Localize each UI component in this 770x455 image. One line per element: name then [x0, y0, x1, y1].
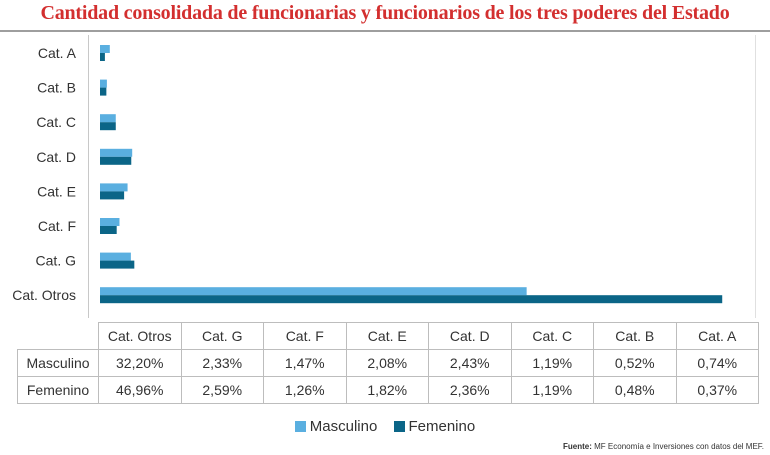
source-note: Fuente: MF Economía e Inversiones con da…: [563, 442, 764, 451]
table-header-cell: Cat. D: [428, 322, 512, 350]
legend-swatch-masculino: [294, 421, 306, 432]
table-cell: 1,82%: [345, 376, 429, 404]
row-label-masculino: Masculino: [17, 349, 99, 377]
row-label-femenino: Femenino: [17, 376, 99, 404]
bar-femenino: [100, 260, 135, 269]
bar-masculino: [100, 45, 110, 53]
bar-femenino: [100, 122, 116, 131]
legend-label-masculino: Masculino: [309, 418, 378, 435]
bar-masculino: [100, 79, 107, 88]
category-label: Cat. C: [36, 114, 76, 130]
category-label: Cat. G: [36, 253, 76, 269]
table-header-row: Cat. Otros Cat. G Cat. F Cat. E Cat. D C…: [17, 322, 759, 350]
legend-swatch-femenino: [393, 421, 405, 432]
title-divider: [0, 30, 770, 32]
table-cell: 32,20%: [98, 349, 182, 377]
table-header-cell: Cat. B: [593, 322, 677, 350]
plot-area: [88, 35, 756, 318]
table-cell: 46,96%: [98, 376, 182, 404]
data-table: Cat. Otros Cat. G Cat. F Cat. E Cat. D C…: [17, 322, 759, 404]
table-cell: 1,19%: [510, 376, 594, 404]
table-header-cell: Cat. C: [510, 322, 594, 350]
category-label: Cat. F: [38, 218, 76, 234]
bar-masculino: [100, 183, 128, 192]
table-cell: 0,37%: [675, 376, 759, 404]
table-cell: 2,59%: [180, 376, 264, 404]
table-cell: 1,26%: [263, 376, 347, 404]
bar-masculino: [100, 287, 527, 296]
table-cell: 0,74%: [675, 349, 759, 377]
legend-item-femenino: Femenino: [393, 418, 476, 435]
bar-femenino: [100, 53, 105, 61]
table-header-cell: Cat. Otros: [98, 322, 182, 350]
category-label: Cat. E: [37, 183, 76, 199]
bar-femenino: [100, 226, 117, 234]
table-cell: 1,47%: [263, 349, 347, 377]
chart-title: Cantidad consolidada de funcionarias y f…: [40, 2, 730, 24]
table-row-masculino: Masculino 32,20% 2,33% 1,47% 2,08% 2,43%…: [17, 349, 759, 377]
table-cell: 2,33%: [180, 349, 264, 377]
bar-femenino: [100, 156, 132, 165]
bar-femenino: [100, 191, 125, 200]
category-label: Cat. B: [37, 80, 76, 96]
bar-femenino: [100, 295, 723, 304]
table-header-cell: Cat. A: [675, 322, 759, 350]
table-cell: 2,08%: [345, 349, 429, 377]
legend: Masculino Femenino: [0, 418, 770, 436]
bar-masculino: [100, 252, 131, 261]
table-corner: [17, 322, 99, 350]
bar-femenino: [100, 87, 107, 96]
table-cell: 0,48%: [593, 376, 677, 404]
legend-label-femenino: Femenino: [408, 418, 476, 435]
table-header-cell: Cat. E: [345, 322, 429, 350]
category-label: Cat. D: [36, 149, 76, 165]
table-cell: 2,43%: [428, 349, 512, 377]
table-header-cell: Cat. G: [180, 322, 264, 350]
category-label: Cat. A: [38, 45, 77, 61]
source-label: Fuente:: [563, 442, 592, 451]
table-cell: 1,19%: [510, 349, 594, 377]
bar-masculino: [100, 114, 116, 123]
table-row-femenino: Femenino 46,96% 2,59% 1,26% 1,82% 2,36% …: [17, 376, 759, 404]
legend-item-masculino: Masculino: [294, 418, 378, 435]
bar-chart: Cat. A Cat. B Cat. C Cat. D Cat. E Cat. F Cat.…: [12, 45, 723, 304]
table-cell: 0,52%: [593, 349, 677, 377]
bar-masculino: [100, 148, 133, 157]
category-label: Cat. Otros: [12, 287, 76, 303]
bar-masculino: [100, 218, 120, 226]
source-text: MF Economía e Inversiones con datos del …: [594, 442, 764, 451]
table-header-cell: Cat. F: [263, 322, 347, 350]
table-cell: 2,36%: [428, 376, 512, 404]
